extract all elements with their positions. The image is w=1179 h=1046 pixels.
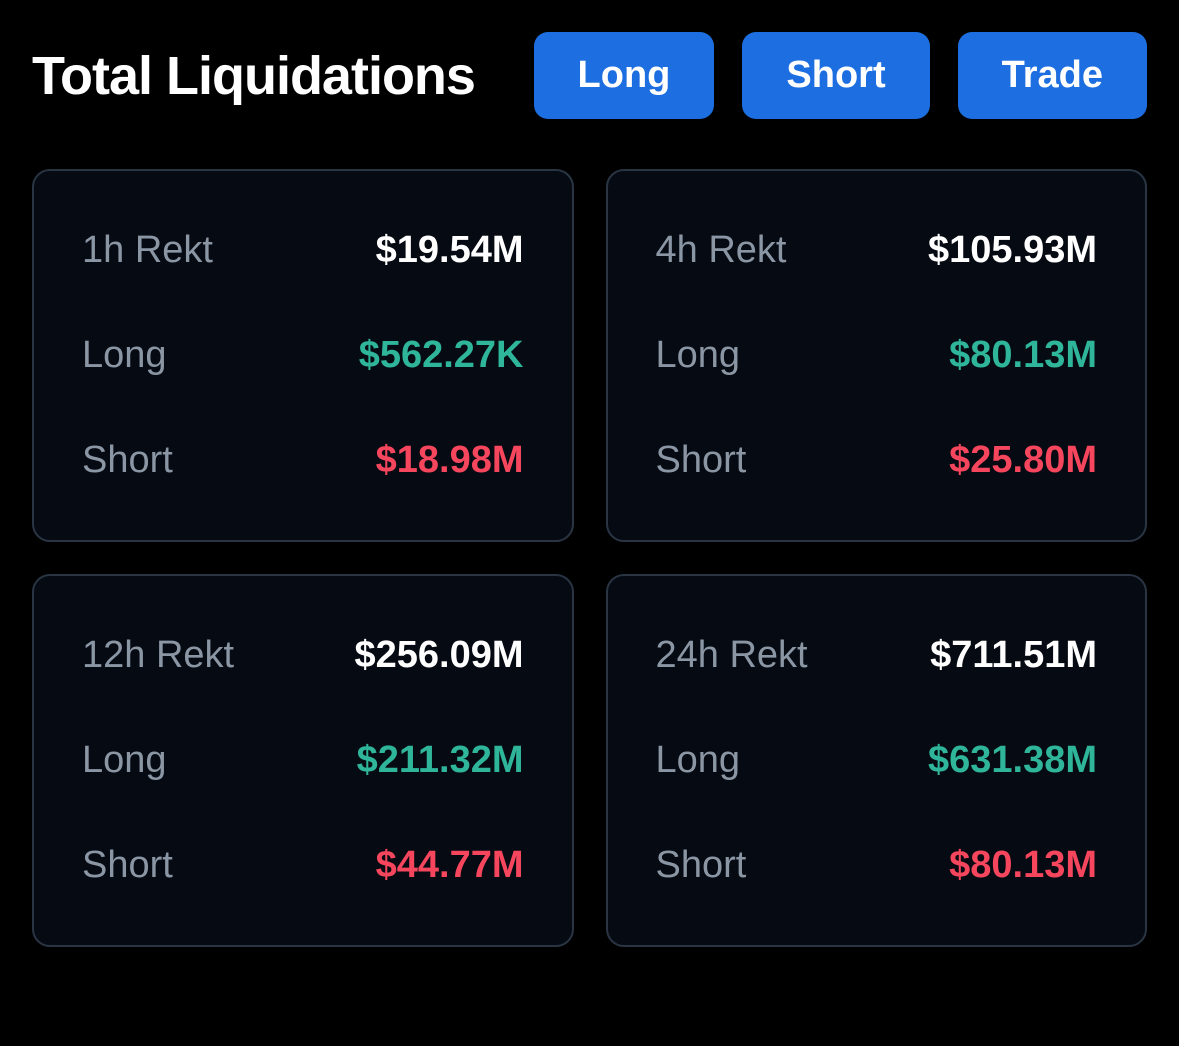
rekt-value: $256.09M [354,634,523,677]
short-button[interactable]: Short [742,32,929,119]
short-value: $44.77M [376,844,524,887]
short-label: Short [656,439,747,482]
long-label: Long [656,739,741,782]
card-1h: 1h Rekt $19.54M Long $562.27K Short $18.… [32,169,574,542]
short-label: Short [82,439,173,482]
long-value: $631.38M [928,739,1097,782]
rekt-label: 12h Rekt [82,634,234,677]
card-row-total: 12h Rekt $256.09M [82,634,524,677]
rekt-value: $105.93M [928,229,1097,272]
short-value: $80.13M [949,844,1097,887]
card-row-short: Short $80.13M [656,844,1098,887]
button-group: Long Short Trade [534,32,1147,119]
long-label: Long [82,334,167,377]
header: Total Liquidations Long Short Trade [32,32,1147,119]
card-row-short: Short $18.98M [82,439,524,482]
card-row-long: Long $211.32M [82,739,524,782]
short-value: $25.80M [949,439,1097,482]
short-label: Short [82,844,173,887]
rekt-value: $19.54M [376,229,524,272]
rekt-value: $711.51M [930,634,1097,677]
card-24h: 24h Rekt $711.51M Long $631.38M Short $8… [606,574,1148,947]
card-row-total: 1h Rekt $19.54M [82,229,524,272]
card-row-long: Long $631.38M [656,739,1098,782]
long-label: Long [82,739,167,782]
short-label: Short [656,844,747,887]
card-row-short: Short $44.77M [82,844,524,887]
long-label: Long [656,334,741,377]
long-value: $562.27K [359,334,524,377]
cards-grid: 1h Rekt $19.54M Long $562.27K Short $18.… [32,169,1147,947]
card-row-short: Short $25.80M [656,439,1098,482]
rekt-label: 1h Rekt [82,229,213,272]
long-button[interactable]: Long [534,32,715,119]
long-value: $80.13M [949,334,1097,377]
short-value: $18.98M [376,439,524,482]
rekt-label: 24h Rekt [656,634,808,677]
rekt-label: 4h Rekt [656,229,787,272]
card-4h: 4h Rekt $105.93M Long $80.13M Short $25.… [606,169,1148,542]
card-row-long: Long $562.27K [82,334,524,377]
trade-button[interactable]: Trade [958,32,1147,119]
card-row-long: Long $80.13M [656,334,1098,377]
card-row-total: 24h Rekt $711.51M [656,634,1098,677]
long-value: $211.32M [357,739,524,782]
page-title: Total Liquidations [32,45,475,107]
card-row-total: 4h Rekt $105.93M [656,229,1098,272]
card-12h: 12h Rekt $256.09M Long $211.32M Short $4… [32,574,574,947]
